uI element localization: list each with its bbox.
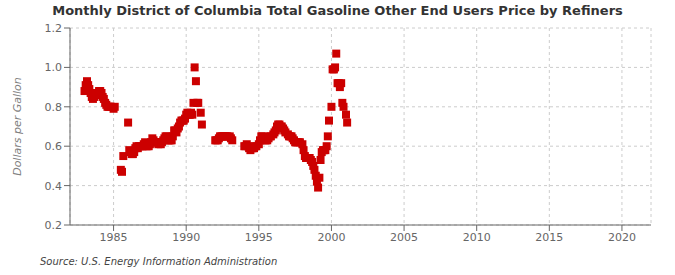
svg-text:0.8: 0.8	[45, 101, 63, 114]
svg-text:1.0: 1.0	[45, 61, 63, 74]
svg-text:2015: 2015	[535, 231, 563, 244]
svg-text:2020: 2020	[608, 231, 636, 244]
svg-text:2000: 2000	[317, 231, 345, 244]
svg-text:2010: 2010	[463, 231, 491, 244]
svg-text:Dollars per Gallon: Dollars per Gallon	[11, 77, 24, 176]
html-text:Monthly District of Columbia T: Monthly District of Columbia Total Gasol…	[52, 3, 623, 18]
svg-text:0.6: 0.6	[45, 140, 63, 153]
svg-text:0.2: 0.2	[45, 219, 63, 232]
svg-text:1.2: 1.2	[45, 22, 63, 35]
svg-text:1995: 1995	[245, 231, 273, 244]
html-text:Source: U.S. Energy Informatio: Source: U.S. Energy Information Administ…	[40, 256, 278, 267]
svg-text:0.4: 0.4	[45, 180, 63, 193]
svg-text:1990: 1990	[172, 231, 200, 244]
svg-text:1985: 1985	[100, 231, 128, 244]
svg-text:2005: 2005	[390, 231, 418, 244]
